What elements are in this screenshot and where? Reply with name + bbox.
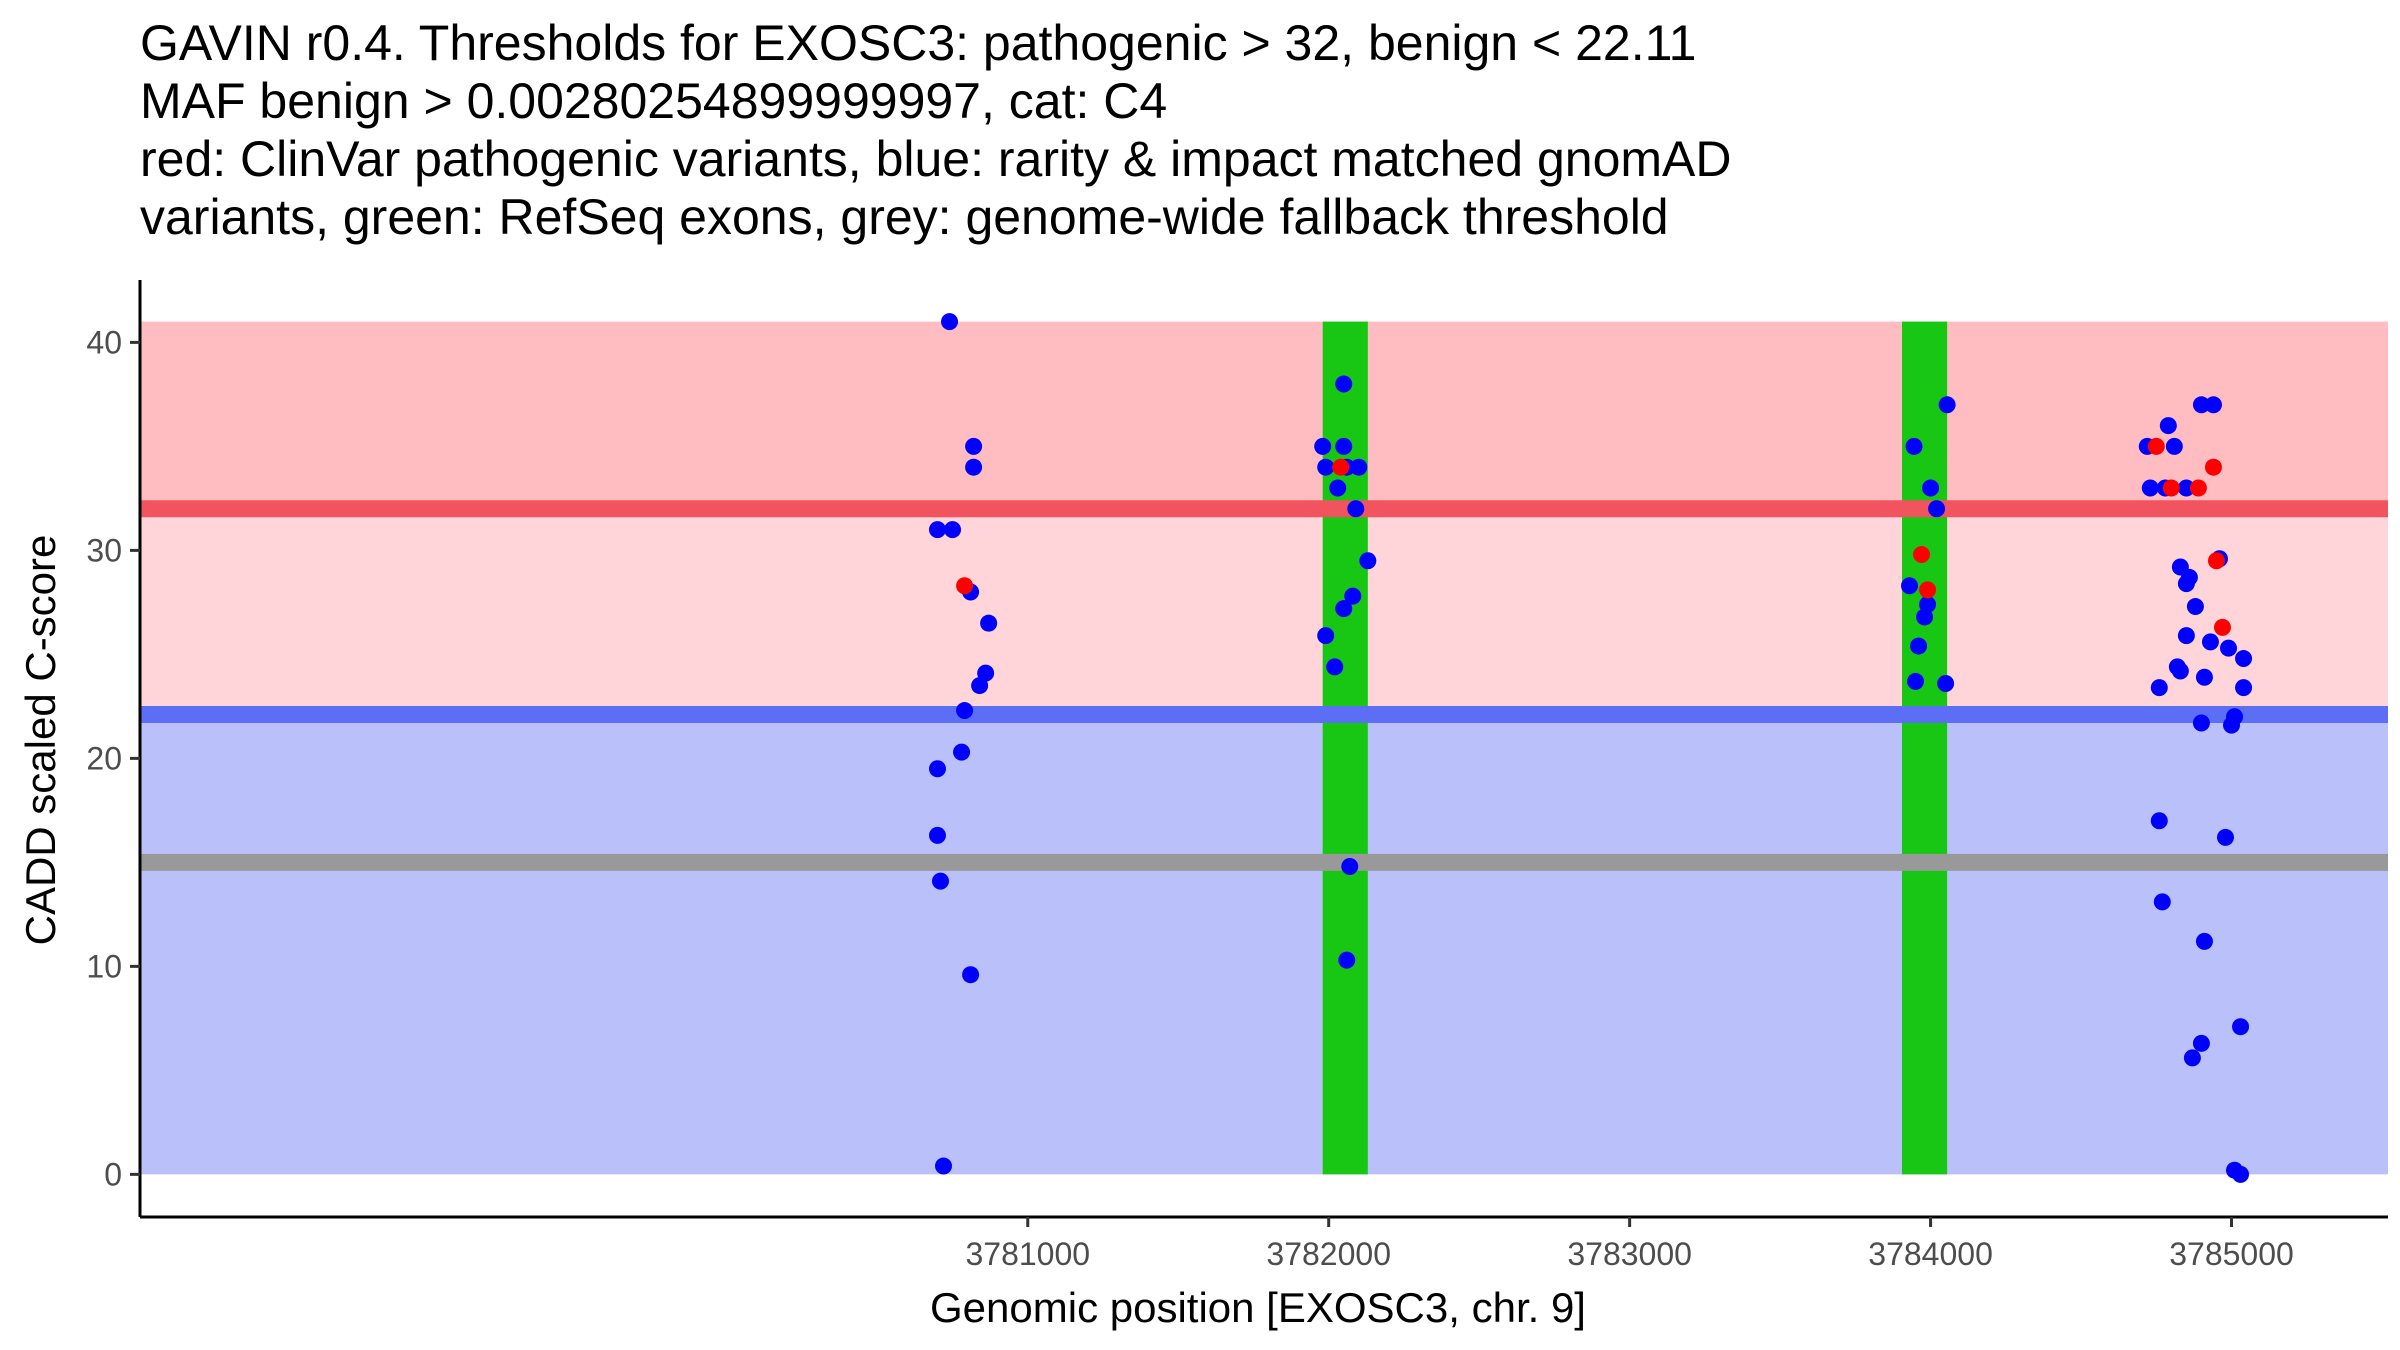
title-line-1: GAVIN r0.4. Thresholds for EXOSC3: patho… xyxy=(140,15,1697,71)
pathogenic-band xyxy=(140,321,2388,509)
gnomad-point xyxy=(928,760,946,778)
gnomad-point xyxy=(2153,893,2171,911)
gnomad-point xyxy=(2235,650,2253,668)
gnomad-point xyxy=(1341,858,1359,876)
gnomad-point xyxy=(2232,1018,2250,1036)
gnomad-point xyxy=(962,966,980,984)
gnomad-point xyxy=(2223,716,2241,734)
gnomad-point xyxy=(1335,600,1353,618)
gnomad-point xyxy=(1335,375,1353,393)
y-tick-label: 0 xyxy=(104,1156,122,1192)
gnomad-point xyxy=(2177,479,2195,497)
gnomad-point xyxy=(2204,396,2222,414)
x-tick-label: 3781000 xyxy=(965,1236,1090,1272)
gnomad-point xyxy=(2235,679,2253,697)
gnomad-point xyxy=(1928,500,1946,518)
benign-band xyxy=(140,714,2388,1175)
gnomad-point xyxy=(1317,458,1335,476)
y-tick-label: 20 xyxy=(86,740,122,776)
gnomad-point xyxy=(1338,951,1356,969)
gnomad-point xyxy=(971,677,989,695)
gnomad-point xyxy=(2195,668,2213,686)
gnomad-point xyxy=(1938,396,1956,414)
x-tick-label: 3782000 xyxy=(1266,1236,1391,1272)
chart-title: GAVIN r0.4. Thresholds for EXOSC3: patho… xyxy=(140,14,2380,246)
gnomad-point xyxy=(1350,458,1368,476)
gnomad-point xyxy=(2159,417,2177,435)
gnomad-point xyxy=(1901,577,1919,595)
data-points xyxy=(928,313,2253,1183)
clinvar-point xyxy=(2162,479,2180,497)
gnomad-point xyxy=(965,437,983,455)
gnomad-point xyxy=(1905,437,1923,455)
gnomad-point xyxy=(2216,828,2234,846)
clinvar-point xyxy=(1332,458,1350,476)
exon-region xyxy=(1901,321,1948,1175)
intermediate-band xyxy=(140,508,2388,715)
x-axis-title: Genomic position [EXOSC3, chr. 9] xyxy=(930,1284,1586,1331)
y-axis-title: CADD scaled C-score xyxy=(17,535,64,946)
y-tick-label: 40 xyxy=(86,324,122,360)
gnomad-point xyxy=(2171,662,2189,680)
x-tick-label: 3784000 xyxy=(1868,1236,1993,1272)
threshold-lines xyxy=(140,500,2388,871)
gnomad-point xyxy=(2192,714,2210,732)
gnomad-point xyxy=(2177,627,2195,645)
clinvar-point xyxy=(2204,458,2222,476)
y-tick-label: 30 xyxy=(86,532,122,568)
clinvar-point xyxy=(1919,581,1937,599)
gnomad-point xyxy=(2141,479,2159,497)
gnomad-point xyxy=(928,521,946,539)
y-tick-label: 10 xyxy=(86,948,122,984)
x-tick-label: 3783000 xyxy=(1567,1236,1692,1272)
gnomad-point xyxy=(928,826,946,844)
gnomad-point xyxy=(1329,479,1347,497)
gnomad-point xyxy=(931,872,949,890)
gnomad-point xyxy=(2232,1165,2250,1183)
gnomad-point xyxy=(980,614,998,632)
gnomad-point xyxy=(2165,437,2183,455)
gnomad-point xyxy=(1335,437,1353,455)
title-line-3: red: ClinVar pathogenic variants, blue: … xyxy=(140,131,1732,187)
gnomad-point xyxy=(944,521,962,539)
gnomad-point xyxy=(956,702,974,720)
gnomad-point xyxy=(953,743,971,761)
threshold-bands xyxy=(140,321,2388,1175)
gnomad-point xyxy=(1317,627,1335,645)
x-tick-label: 3785000 xyxy=(2169,1236,2294,1272)
title-line-2: MAF benign > 0.00280254899999997, cat: C… xyxy=(140,73,1168,129)
clinvar-point xyxy=(956,577,974,595)
clinvar-point xyxy=(2147,437,2165,455)
gnomad-point xyxy=(1344,587,1362,605)
gnomad-point xyxy=(1907,672,1925,690)
gnomad-point xyxy=(2220,639,2238,657)
gnomad-point xyxy=(2192,1034,2210,1052)
gnomad-point xyxy=(935,1157,953,1175)
gnomad-point xyxy=(1937,675,1955,693)
axes: 0 10 20 30 40 3781000 3782000 3783000 3784000 378… xyxy=(86,280,2388,1272)
gnomad-point xyxy=(2201,633,2219,651)
clinvar-point xyxy=(2213,618,2231,636)
gnomad-point xyxy=(2192,396,2210,414)
gnomad-point xyxy=(1916,608,1934,626)
gnomad-point xyxy=(1359,552,1377,570)
title-line-4: variants, green: RefSeq exons, grey: gen… xyxy=(140,189,1669,245)
gnomad-point xyxy=(2150,812,2168,830)
gnomad-point xyxy=(2150,679,2168,697)
clinvar-point xyxy=(1913,546,1931,564)
gnomad-point xyxy=(1326,658,1344,676)
gnomad-point xyxy=(2186,598,2204,616)
clinvar-point xyxy=(2207,552,2225,570)
gnomad-point xyxy=(1910,637,1928,655)
gnomad-point xyxy=(1314,437,1332,455)
gnomad-point xyxy=(2177,575,2195,593)
gnomad-point xyxy=(941,313,959,331)
gnomad-point xyxy=(2183,1049,2201,1067)
clinvar-point xyxy=(2189,479,2207,497)
gnomad-point xyxy=(1922,479,1940,497)
gnomad-point xyxy=(1347,500,1365,518)
gnomad-point xyxy=(965,458,983,476)
gnomad-point xyxy=(2195,932,2213,950)
